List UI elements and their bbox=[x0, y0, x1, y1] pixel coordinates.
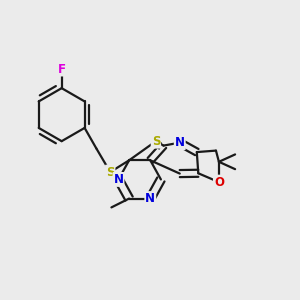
Text: N: N bbox=[145, 192, 155, 205]
Text: F: F bbox=[58, 62, 66, 76]
Text: O: O bbox=[214, 176, 224, 189]
Text: N: N bbox=[175, 136, 185, 149]
Text: N: N bbox=[113, 173, 124, 186]
Text: S: S bbox=[106, 166, 115, 178]
Text: S: S bbox=[152, 135, 160, 148]
